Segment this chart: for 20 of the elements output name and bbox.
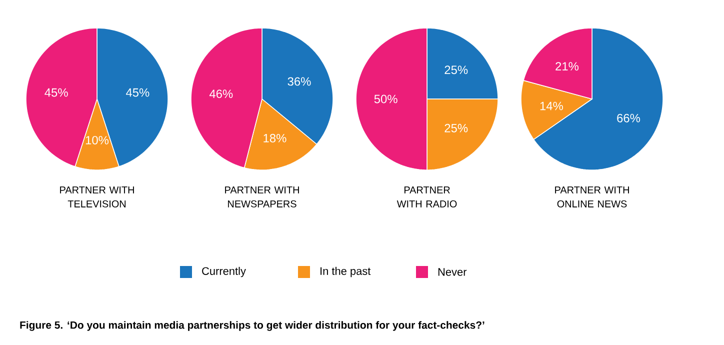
data-label: 46%: [209, 90, 233, 98]
data-label: 25%: [444, 66, 468, 74]
data-label: 14%: [540, 102, 563, 110]
data-label: 50%: [374, 94, 398, 104]
caption: Figure 5. ‘Do you maintain media partnerships to get wider distribution for your fact-checks?’: [20, 321, 484, 331]
data-label: 45%: [126, 88, 150, 97]
data-label: 36%: [288, 77, 311, 86]
text: PARTNER WITH RADIO: [396, 186, 457, 208]
data-label: 18%: [264, 134, 286, 142]
text: PARTNER WITH ONLINE NEWS: [555, 186, 629, 208]
legend-label: In the past: [320, 266, 371, 278]
legend-label: Never: [438, 268, 467, 276]
data-label: 45%: [44, 88, 68, 97]
legend-label: Currently: [202, 266, 246, 278]
data-label: 66%: [617, 114, 640, 122]
text: PARTNER WITH TELEVISION: [60, 186, 134, 208]
text: PARTNER WITH NEWSPAPERS: [225, 186, 299, 208]
data-label: 25%: [444, 124, 468, 132]
data-label: 10%: [86, 136, 109, 144]
data-label: 21%: [556, 62, 579, 70]
